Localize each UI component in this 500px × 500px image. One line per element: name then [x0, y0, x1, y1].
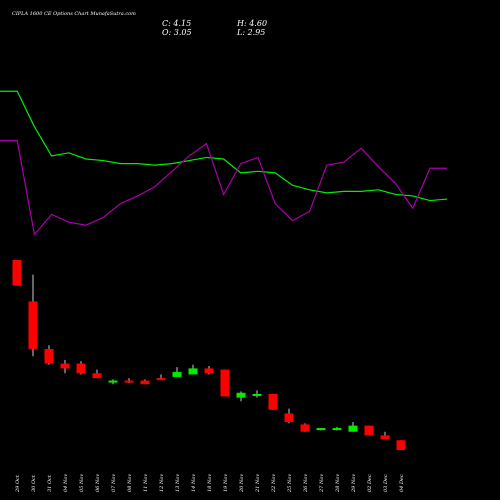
candle-body [12, 260, 22, 286]
close-readout: C: 4.15 [162, 19, 192, 28]
x-tick-label: 20 Nov [239, 474, 245, 493]
indicator-lines [0, 90, 448, 236]
candle-body [108, 380, 118, 383]
candle-body [252, 393, 262, 396]
x-tick-label: 07 Nov [111, 474, 117, 492]
candle-body [396, 440, 406, 450]
x-tick-label: 21 Nov [255, 474, 261, 493]
candle-body [236, 392, 246, 398]
open-readout: O: 3.05 [162, 28, 192, 37]
candle-body [204, 368, 214, 374]
x-tick-label: 27 Nov [319, 474, 325, 493]
candle-body [316, 428, 326, 431]
x-tick-label: 03 Dec [383, 474, 389, 492]
green-indicator-line [0, 90, 448, 202]
x-axis: 29 Oct 30 Oct 31 Oct 04 Nov 05 Nov 06 Nov 07 N… [15, 474, 405, 493]
candle-body [364, 425, 374, 436]
x-tick-label: 26 Nov [303, 474, 309, 493]
candle-body [284, 413, 294, 422]
x-tick-label: 06 Nov [95, 474, 101, 492]
x-tick-label: 22 Nov [271, 474, 277, 493]
x-tick-label: 08 Nov [127, 474, 133, 492]
x-tick-label: 28 Nov [335, 474, 341, 493]
x-tick-label: 14 Nov [191, 474, 197, 492]
x-tick-label: 12 Nov [159, 474, 165, 492]
x-tick-label: 18 Nov [207, 474, 213, 492]
candle-body [172, 372, 182, 377]
x-tick-label: 04 Dec [399, 474, 405, 492]
x-tick-label: 25 Nov [287, 474, 293, 493]
x-tick-label: 04 Nov [63, 474, 69, 492]
x-tick-label: 19 Nov [223, 474, 229, 492]
purple-indicator-line [0, 139, 448, 236]
candles-group [12, 260, 406, 450]
candle-body [60, 363, 70, 369]
candle-body [140, 380, 150, 385]
candle-body [220, 369, 230, 397]
candle-body [332, 428, 342, 431]
chart-title: CIPLA 1600 CE Options Chart MunafaSutra.… [12, 11, 136, 17]
candle-body [380, 435, 390, 440]
candle-body [44, 348, 54, 364]
x-tick-label: 29 Oct [15, 474, 21, 493]
candle-body [268, 393, 278, 410]
candle-body [124, 380, 134, 383]
candle-body [348, 425, 358, 432]
x-tick-label: 30 Oct [31, 474, 37, 492]
candle-body [300, 424, 310, 432]
x-tick-label: 02 Dec [367, 474, 373, 492]
x-tick-label: 29 Nov [351, 474, 357, 493]
candle-body [156, 378, 166, 381]
x-tick-label: 31 Oct [47, 474, 53, 492]
x-tick-label: 05 Nov [79, 474, 85, 492]
high-readout: H: 4.60 [237, 19, 268, 28]
x-tick-label: 13 Nov [175, 474, 181, 492]
candle-body [76, 363, 86, 374]
x-tick-label: 11 Nov [143, 474, 149, 492]
candle-body [92, 373, 102, 379]
low-readout: L: 2.95 [237, 28, 266, 37]
candle-body [188, 368, 198, 375]
candle-body [28, 301, 38, 349]
